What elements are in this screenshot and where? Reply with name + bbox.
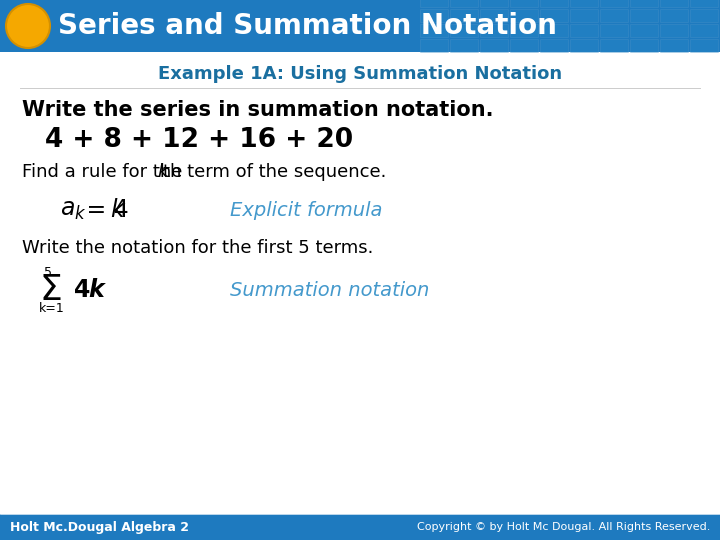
- Text: Find a rule for the: Find a rule for the: [22, 163, 188, 181]
- Text: Example 1A: Using Summation Notation: Example 1A: Using Summation Notation: [158, 65, 562, 83]
- Bar: [450, 0, 478, 7]
- Bar: [660, 0, 688, 7]
- Bar: [600, 0, 628, 7]
- Bar: [450, 9, 478, 22]
- Text: = 4: = 4: [78, 198, 128, 222]
- Bar: [690, 0, 718, 7]
- Text: k: k: [157, 163, 168, 181]
- Bar: [690, 9, 718, 22]
- Text: Summation notation: Summation notation: [230, 280, 429, 300]
- Text: th term of the sequence.: th term of the sequence.: [163, 163, 387, 181]
- Bar: [420, 9, 448, 22]
- Text: Holt Mc.Dougal Algebra 2: Holt Mc.Dougal Algebra 2: [10, 521, 189, 534]
- Text: Write the series in summation notation.: Write the series in summation notation.: [22, 100, 493, 120]
- Bar: [480, 0, 508, 7]
- Bar: [450, 39, 478, 52]
- Bar: [510, 39, 538, 52]
- Bar: [0, 0, 720, 52]
- Text: Copyright © by Holt Mc Dougal. All Rights Reserved.: Copyright © by Holt Mc Dougal. All Right…: [417, 522, 710, 532]
- Bar: [540, 24, 568, 37]
- Bar: [510, 0, 538, 7]
- Bar: [630, 0, 658, 7]
- Bar: [690, 39, 718, 52]
- Bar: [480, 9, 508, 22]
- Text: 4 + 8 + 12 + 16 + 20: 4 + 8 + 12 + 16 + 20: [45, 127, 353, 153]
- Bar: [450, 24, 478, 37]
- Bar: [570, 39, 598, 52]
- Text: Series and Summation Notation: Series and Summation Notation: [58, 12, 557, 40]
- Bar: [600, 9, 628, 22]
- Text: $\Sigma$: $\Sigma$: [39, 273, 61, 307]
- Bar: [660, 9, 688, 22]
- Bar: [510, 9, 538, 22]
- Bar: [540, 39, 568, 52]
- Text: Explicit formula: Explicit formula: [230, 200, 382, 219]
- Bar: [660, 39, 688, 52]
- Bar: [540, 0, 568, 7]
- Text: k: k: [88, 278, 104, 302]
- Bar: [480, 39, 508, 52]
- Bar: [480, 24, 508, 37]
- Bar: [600, 39, 628, 52]
- Bar: [510, 24, 538, 37]
- Text: k=1: k=1: [39, 301, 65, 314]
- Ellipse shape: [6, 4, 50, 48]
- Text: k: k: [110, 198, 124, 222]
- Bar: [630, 39, 658, 52]
- Bar: [420, 39, 448, 52]
- Bar: [540, 9, 568, 22]
- Text: 5: 5: [44, 266, 52, 279]
- Bar: [570, 24, 598, 37]
- Text: Write the notation for the first 5 terms.: Write the notation for the first 5 terms…: [22, 239, 374, 257]
- Bar: [630, 9, 658, 22]
- Bar: [660, 24, 688, 37]
- Text: 4: 4: [74, 278, 91, 302]
- Bar: [600, 24, 628, 37]
- Bar: [420, 24, 448, 37]
- Bar: [420, 0, 448, 7]
- Bar: [690, 24, 718, 37]
- Bar: [630, 24, 658, 37]
- Bar: [570, 0, 598, 7]
- Bar: [570, 9, 598, 22]
- Bar: [0, 514, 720, 540]
- Text: $a_k$: $a_k$: [60, 198, 86, 222]
